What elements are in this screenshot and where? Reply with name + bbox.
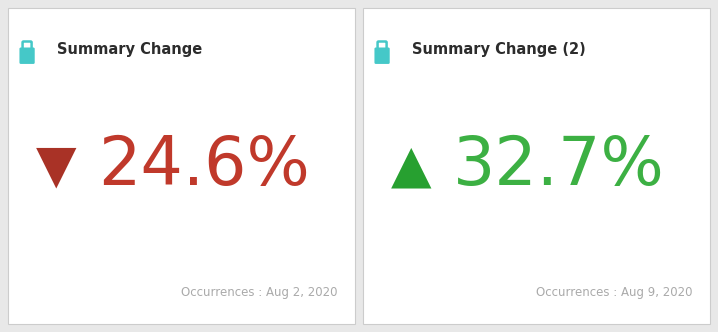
Text: 32.7%: 32.7% [453, 133, 665, 199]
FancyBboxPatch shape [19, 47, 34, 64]
Text: ▲: ▲ [391, 140, 432, 192]
Text: Summary Change (2): Summary Change (2) [411, 42, 585, 57]
FancyBboxPatch shape [375, 47, 390, 64]
Text: ▼: ▼ [36, 140, 76, 192]
Text: 24.6%: 24.6% [98, 133, 310, 199]
Text: Summary Change: Summary Change [57, 42, 202, 57]
FancyBboxPatch shape [363, 8, 710, 324]
FancyBboxPatch shape [8, 8, 355, 324]
Text: Occurrences : Aug 9, 2020: Occurrences : Aug 9, 2020 [536, 286, 693, 299]
Text: Occurrences : Aug 2, 2020: Occurrences : Aug 2, 2020 [181, 286, 337, 299]
